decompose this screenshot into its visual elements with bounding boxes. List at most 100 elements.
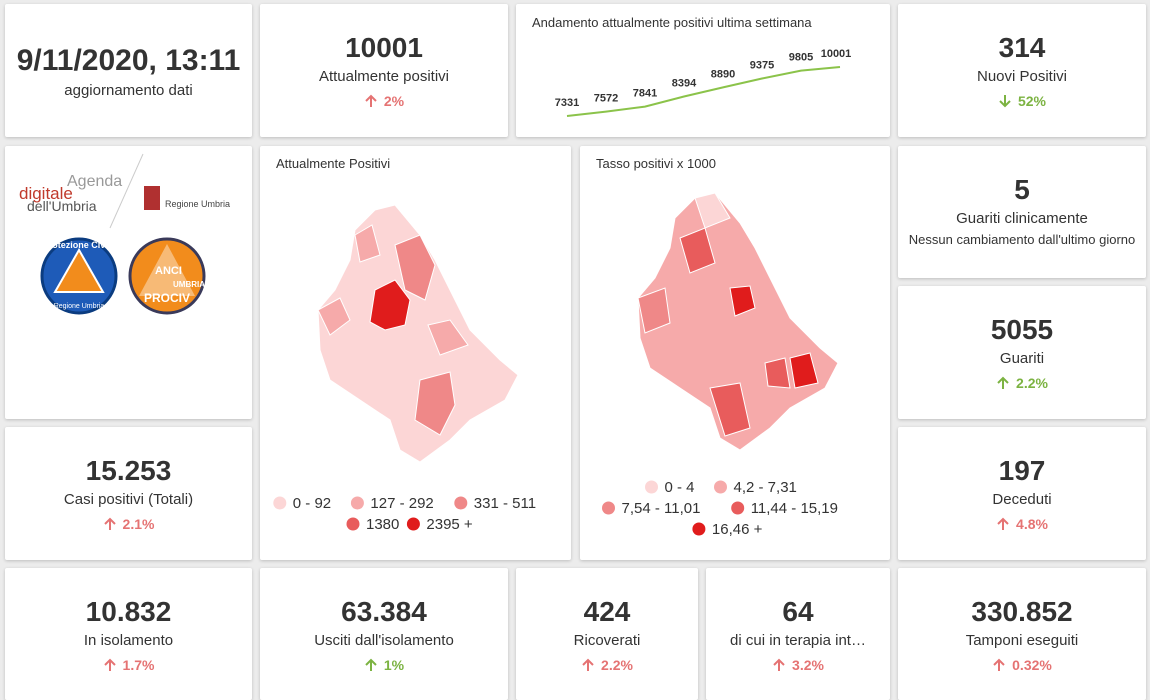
logo-text: UMBRIA	[173, 280, 205, 289]
arrow-icon	[773, 658, 785, 671]
trend-chart: Andamento attualmente positivi ultima se…	[532, 15, 851, 117]
divider	[109, 153, 144, 229]
legend-swatch	[602, 501, 615, 515]
legend-label: 16,46 +	[712, 521, 763, 538]
kpi-label: Attualmente positivi	[318, 68, 450, 85]
kpi-change: 4.8%	[898, 516, 1146, 532]
kpi-tile: 15.253 Casi positivi (Totali) 2.1%	[5, 427, 252, 560]
map-title: Attualmente Positivi	[276, 156, 390, 171]
legend-swatch	[645, 480, 658, 494]
trend-label: 8890	[711, 68, 735, 80]
kpi-label: Guariti clinicamente	[956, 210, 1088, 227]
map-region	[317, 204, 519, 463]
kpi-tile: 424 Ricoverati 2.2%	[516, 568, 698, 700]
kpi-value: 314	[998, 32, 1046, 63]
arrow-icon	[993, 658, 1005, 671]
update-tile: 9/11/2020, 13:11 aggiornamento dati	[5, 4, 252, 137]
map-region	[427, 319, 469, 356]
legend-label: 0 - 92	[293, 495, 331, 512]
map-tile: Tasso positivi x 1000 0 - 4 4,2 - 7,31 7,5…	[580, 146, 890, 560]
logo-text: Agenda	[67, 173, 122, 190]
legend-label: 127 - 292	[370, 495, 433, 512]
kpi-change-value: 3.2%	[792, 657, 824, 673]
map-region	[729, 285, 756, 317]
map-tile: Attualmente Positivi 0 - 92 127 - 292 331 …	[260, 146, 571, 560]
map-region	[764, 357, 791, 389]
legend-label: 1380	[366, 516, 399, 533]
kpi-change-value: 1%	[383, 657, 405, 673]
map-region	[394, 234, 436, 301]
logo-text: Regione Umbria	[54, 303, 105, 310]
kpi-value: 5055	[990, 314, 1054, 345]
map-region	[679, 227, 716, 274]
region-icon	[144, 186, 160, 210]
kpi-value: 10001	[345, 32, 423, 63]
logo-text: dell'Umbria	[27, 198, 97, 214]
trend-line	[566, 66, 841, 117]
kpi-tile: 314 Nuovi Positivi 52%	[898, 4, 1146, 137]
kpi-value: 63.384	[341, 596, 427, 627]
trend-label: 9375	[750, 59, 774, 71]
kpi-label: Deceduti	[992, 491, 1052, 508]
kpi-tile: 63.384 Usciti dall'isolamento 1%	[260, 568, 508, 700]
kpi-change: 52%	[898, 93, 1146, 109]
logo-text: Regione Umbria	[165, 199, 230, 209]
kpi-change: 1.7%	[5, 657, 252, 673]
kpi-label: Usciti dall'isolamento	[314, 632, 454, 649]
kpi-value: 197	[998, 455, 1046, 486]
legend-label: 331 - 511	[474, 495, 536, 512]
map-region	[369, 279, 411, 331]
legend-swatch	[692, 522, 706, 536]
map-region	[354, 224, 381, 263]
update-date: 9/11/2020, 13:11	[16, 44, 241, 77]
kpi-value: 424	[583, 596, 631, 627]
legend-swatch	[731, 501, 745, 515]
kpi-note: Nessun cambiamento dall'ultimo giorno	[908, 232, 1136, 247]
legend-label: 7,54 - 11,01	[622, 500, 701, 517]
kpi-tile: 5055 Guariti 2.2%	[898, 286, 1146, 419]
kpi-label: Ricoverati	[573, 632, 641, 649]
map-title: Tasso positivi x 1000	[596, 156, 716, 171]
kpi-tile: 10001 Attualmente positivi 2%	[260, 4, 508, 137]
trend-label: 8394	[672, 77, 697, 89]
kpi-change-value: 52%	[1017, 93, 1047, 109]
arrow-icon	[999, 95, 1011, 108]
trend-label: 7331	[555, 97, 579, 109]
kpi-change: 1%	[260, 657, 508, 673]
kpi-tile: 10.832 In isolamento 1.7%	[5, 568, 252, 700]
kpi-change-value: 2.2%	[601, 657, 633, 673]
legend-label: 0 - 4	[665, 479, 695, 496]
arrow-icon	[365, 94, 377, 107]
civil-logo	[53, 247, 105, 293]
logos: Agenda digitale dell'Umbria Regione Umbr…	[19, 153, 230, 315]
kpi-value: 64	[782, 596, 814, 627]
map: Tasso positivi x 1000 0 - 4 4,2 - 7,31 7,5…	[596, 156, 839, 538]
legend-swatch	[350, 496, 364, 510]
kpi-value: 330.852	[971, 596, 1073, 627]
logo-text: digitale	[19, 184, 73, 203]
arrow-icon	[103, 658, 116, 671]
logo-text: ANCI	[155, 265, 182, 277]
kpi-change: 2.2%	[516, 657, 698, 673]
kpi-tile: 5 Guariti clinicamente Nessun cambiamento …	[898, 146, 1146, 278]
kpi-label: di cui in terapia int…	[730, 632, 866, 649]
kpi-label: Guariti	[999, 350, 1045, 367]
trend-title: Andamento attualmente positivi ultima se…	[532, 15, 812, 30]
legend-swatch	[714, 480, 727, 494]
map-region	[789, 352, 819, 389]
arrow-icon	[103, 517, 116, 530]
map-shape	[637, 192, 839, 451]
kpi-change: 0.32%	[898, 657, 1146, 673]
kpi-value: 10.832	[85, 596, 172, 627]
legend-label: 2395 +	[426, 516, 473, 533]
kpi-change: 2.2%	[898, 375, 1146, 391]
logo-tile: Agenda digitale dell'Umbria Regione Umbr…	[5, 146, 252, 419]
kpi-change: 2%	[260, 93, 508, 109]
anci-logo	[128, 237, 206, 315]
map: Attualmente Positivi 0 - 92 127 - 292 331 …	[273, 156, 536, 533]
trend-tile: Andamento attualmente positivi ultima se…	[516, 4, 890, 137]
legend-label: 4,2 - 7,31	[734, 479, 797, 496]
kpi-label: Tamponi eseguiti	[965, 632, 1079, 649]
arrow-icon	[997, 517, 1009, 530]
